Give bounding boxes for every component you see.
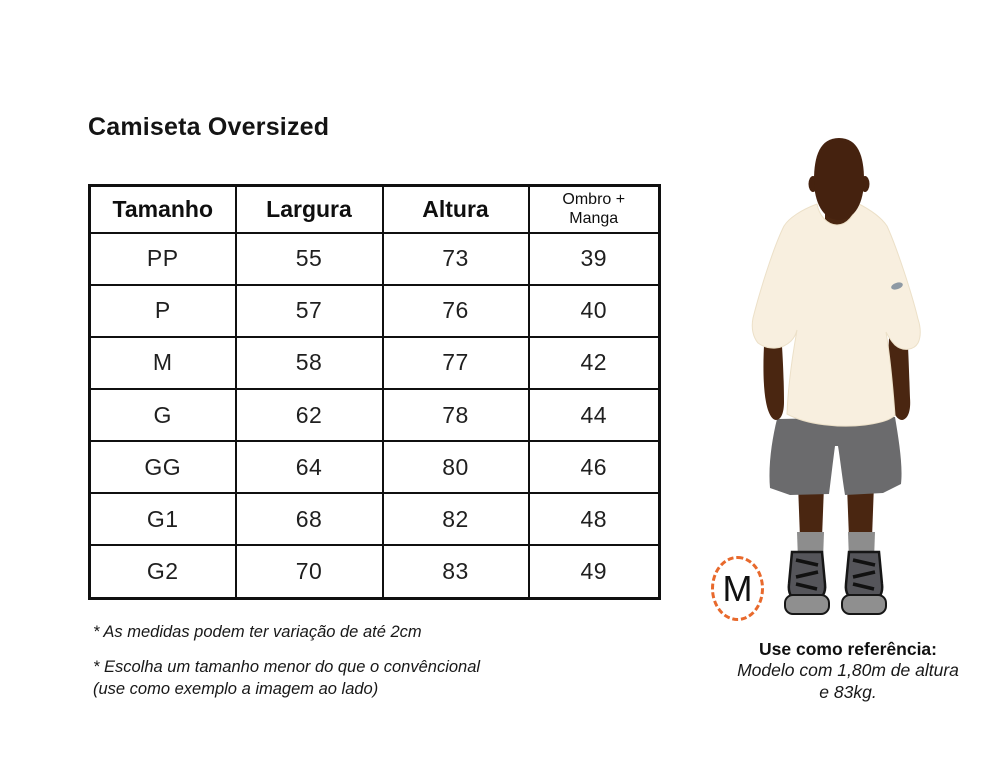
column-header-ombro-manga: Ombro + Manga [527,184,661,234]
size-reference-badge: M [711,556,764,621]
cell-size: G [88,387,237,443]
cell-ombro-manga: 44 [527,387,661,443]
cell-largura: 68 [234,492,384,547]
table-header-row: Tamanho Largura Altura Ombro + Manga [88,184,661,234]
cell-largura: 57 [234,283,384,338]
cell-ombro-manga: 40 [527,283,661,338]
cell-largura: 64 [234,440,384,495]
cell-altura: 73 [381,231,530,286]
cell-size: P [88,283,237,338]
model-shorts [769,417,902,495]
model-tshirt [751,202,921,427]
table-row: P 57 76 40 [88,283,661,338]
reference-caption: Use como referência: Modelo com 1,80m de… [716,639,980,703]
model-illustration-image [751,138,921,615]
cell-altura: 76 [381,283,530,338]
cell-altura: 80 [381,440,530,495]
cell-largura: 70 [234,544,384,600]
reference-heading: Use como referência: [759,639,937,659]
cell-altura: 78 [381,387,530,443]
cell-size: GG [88,440,237,495]
cell-size: G2 [88,544,237,600]
footnote-size-advice-line1: * Escolha um tamanho menor do que o conv… [93,658,481,676]
table-row: M 58 77 42 [88,335,661,390]
cell-largura: 55 [234,231,384,286]
cell-altura: 82 [381,492,530,547]
footnote-measure-variation: * As medidas podem ter variação de até 2… [93,623,422,641]
footnote-size-advice-line2: (use como exemplo a imagem ao lado) [93,680,379,698]
column-header-largura: Largura [234,184,384,234]
cell-ombro-manga: 39 [527,231,661,286]
table-row: PP 55 73 39 [88,231,661,286]
cell-largura: 58 [234,335,384,390]
cell-ombro-manga: 49 [527,544,661,600]
cell-altura: 77 [381,335,530,390]
size-chart-table: Tamanho Largura Altura Ombro + Manga PP … [88,184,661,600]
cell-ombro-manga: 46 [527,440,661,495]
cell-ombro-manga: 48 [527,492,661,547]
page-title: Camiseta Oversized [88,113,330,141]
footnote-size-advice: * Escolha um tamanho menor do que o conv… [93,656,633,700]
reference-detail-line1: Modelo com 1,80m de altura [737,660,959,680]
model-shoes [784,550,887,615]
column-header-altura: Altura [381,184,530,234]
model-legs [798,484,874,538]
model-illustration [745,136,925,620]
reference-detail-line2: e 83kg. [819,681,877,702]
cell-size: G1 [88,492,237,547]
cell-size: PP [88,231,237,286]
footnotes: * As medidas podem ter variação de até 2… [93,621,633,700]
table-row: G1 68 82 48 [88,492,661,547]
sleeve-logo [891,282,903,290]
size-reference-letter: M [722,567,753,609]
cell-size: M [88,335,237,390]
table-row: G 62 78 44 [88,387,661,443]
table-row: G2 70 83 49 [88,544,661,600]
model-head [808,138,870,220]
cell-ombro-manga: 42 [527,335,661,390]
table-row: GG 64 80 46 [88,440,661,495]
cell-altura: 83 [381,544,530,600]
cell-largura: 62 [234,387,384,443]
column-header-tamanho: Tamanho [88,184,237,234]
